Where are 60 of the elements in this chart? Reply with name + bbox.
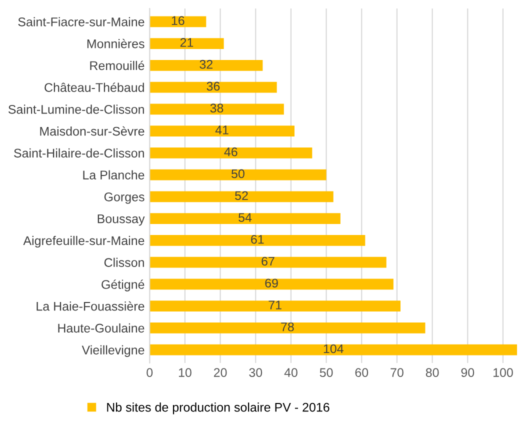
x-tick-label: 0 — [146, 368, 153, 377]
bar — [150, 16, 206, 28]
x-tick-label: 40 — [284, 368, 298, 377]
legend-label: Nb sites de production solaire PV - 2016 — [107, 402, 330, 414]
data-label: 52 — [235, 191, 248, 200]
bar — [150, 38, 224, 50]
bar — [150, 126, 295, 137]
data-label: 46 — [224, 147, 238, 156]
data-label: 54 — [238, 213, 252, 222]
y-tick-label: La Haie-Fouassière — [36, 301, 144, 311]
bar — [150, 234, 366, 246]
bar — [150, 104, 284, 115]
y-tick-label: La Planche — [83, 170, 144, 180]
data-label: 78 — [281, 322, 294, 332]
bar — [150, 82, 277, 93]
y-tick-label: Monnières — [87, 38, 144, 48]
x-tick-label: 20 — [214, 368, 227, 377]
data-label: 104 — [324, 344, 344, 354]
data-label: 50 — [232, 169, 244, 178]
bar — [150, 322, 426, 334]
data-label: 36 — [206, 82, 220, 91]
data-label: 41 — [215, 126, 228, 134]
y-tick-label: Gétigné — [102, 280, 144, 292]
y-tick-label: Clisson — [104, 258, 144, 267]
y-tick-label: Saint-Fiacre-sur-Maine — [18, 17, 144, 26]
bar — [150, 191, 334, 202]
y-tick-label: Remouillé — [90, 60, 144, 70]
bar — [150, 147, 312, 158]
bar — [150, 256, 386, 268]
y-tick-label: Château-Thébaud — [44, 82, 144, 92]
x-tick-label: 10 — [178, 368, 192, 377]
bar — [150, 278, 394, 290]
bar — [150, 344, 518, 356]
y-tick-label: Vieillevigne — [82, 345, 144, 357]
x-tick-label: 100 — [494, 368, 513, 377]
y-tick-label: Saint-Hilaire-de-Clisson — [14, 148, 144, 158]
data-label: 38 — [210, 104, 224, 113]
bar — [150, 169, 326, 180]
y-tick-label: Boussay — [98, 214, 145, 226]
y-tick-label: Saint-Lumine-de-Clisson — [8, 104, 144, 114]
data-label: 71 — [268, 300, 282, 310]
y-tick-label: Haute-Goulaine — [58, 323, 144, 333]
x-tick-label: 70 — [390, 368, 404, 377]
data-label: 67 — [262, 256, 274, 266]
x-tick-label: 60 — [355, 368, 368, 377]
y-tick-label: Maisdon-sur-Sèvre — [40, 126, 144, 136]
data-label: 21 — [180, 38, 194, 47]
y-tick-label: Gorges — [104, 192, 144, 204]
data-label: 69 — [265, 278, 278, 288]
bar — [150, 213, 340, 224]
x-tick-label: 50 — [320, 368, 333, 377]
bar — [150, 300, 401, 312]
bar — [150, 60, 263, 71]
y-tick-label: Aigrefeuille-sur-Maine — [23, 236, 144, 248]
data-label: 16 — [172, 16, 184, 26]
x-tick-label: 30 — [249, 368, 262, 377]
data-label: 32 — [200, 60, 212, 69]
x-tick-label: 90 — [461, 368, 474, 377]
x-tick-label: 80 — [426, 368, 439, 377]
data-label: 61 — [251, 234, 264, 244]
